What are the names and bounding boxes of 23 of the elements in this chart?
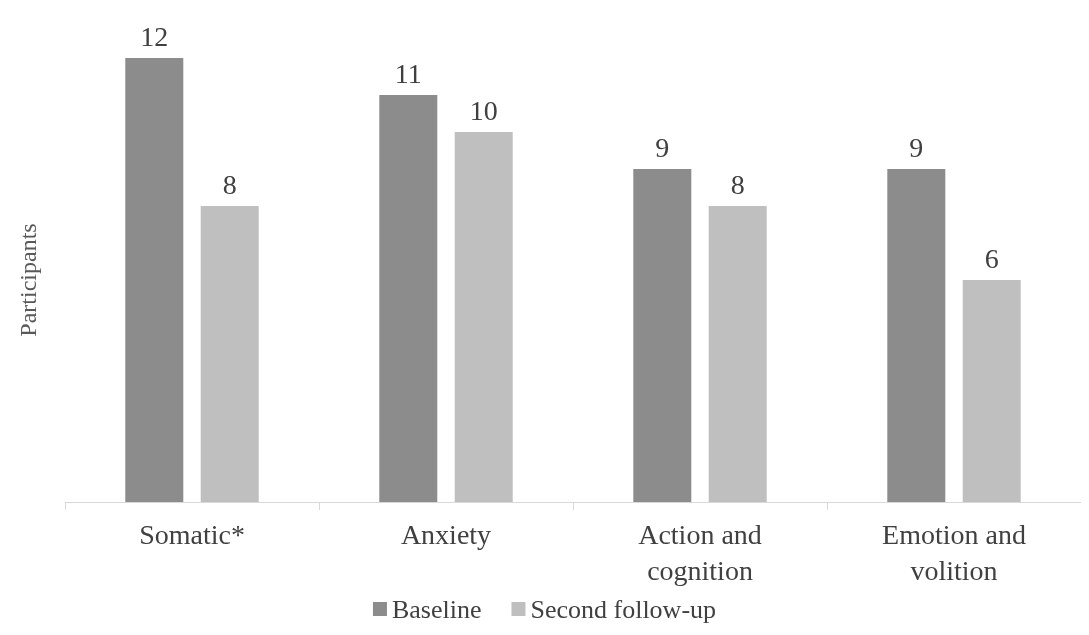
bar <box>454 132 513 502</box>
data-label: 10 <box>469 94 498 126</box>
x-tick-label: Emotion and volition <box>882 518 1026 586</box>
bar <box>125 58 184 502</box>
data-label: 12 <box>140 20 169 52</box>
data-label: 9 <box>655 131 670 163</box>
data-label: 8 <box>730 168 745 200</box>
x-tick-label: Anxiety <box>400 518 492 550</box>
data-label: 6 <box>984 242 999 274</box>
data-label: 9 <box>909 131 924 163</box>
data-label: 11 <box>394 57 422 89</box>
data-label: 8 <box>222 168 237 200</box>
bar <box>962 280 1021 502</box>
bar <box>200 206 259 502</box>
legend-label: Second follow-up <box>530 594 717 624</box>
bar <box>887 169 946 502</box>
y-axis-title: Participants <box>15 223 41 337</box>
bar <box>708 206 767 502</box>
bar <box>379 95 438 502</box>
x-tick-label: Action and cognition <box>638 518 762 586</box>
legend-label: Baseline <box>391 594 482 624</box>
bar <box>633 169 692 502</box>
x-tick-label: Somatic* <box>139 518 245 550</box>
